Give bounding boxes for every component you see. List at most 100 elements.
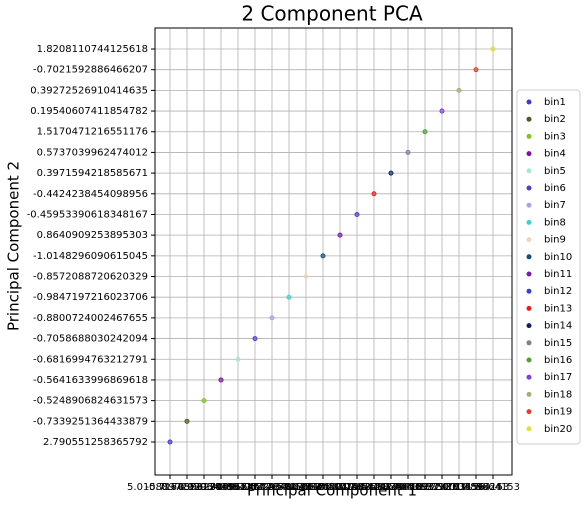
legend-marker bbox=[526, 391, 532, 397]
legend-label: bin3 bbox=[544, 131, 566, 142]
x-tick-label: 0.648731204962 bbox=[161, 482, 247, 493]
plot-frame bbox=[154, 27, 513, 476]
legend-marker bbox=[526, 151, 532, 157]
legend-marker bbox=[526, 374, 532, 380]
legend-marker bbox=[526, 219, 532, 225]
legend-marker bbox=[526, 288, 532, 294]
legend-marker bbox=[526, 340, 532, 346]
x-tick-label: -0.71783982715 bbox=[145, 482, 228, 493]
x-tick-label: -0.61034487298 bbox=[281, 482, 364, 493]
x-tick-label: 1.035564153 bbox=[443, 482, 510, 493]
legend-marker bbox=[526, 202, 532, 208]
legend-marker bbox=[526, 133, 532, 139]
y-tick-label: -0.6816994763212791 bbox=[33, 354, 148, 365]
y-tick-label: -0.45953390618348167 bbox=[27, 209, 148, 220]
y-tick-label: -0.5641633996869618 bbox=[33, 375, 148, 386]
legend-marker bbox=[526, 168, 532, 174]
legend-label: bin7 bbox=[544, 200, 566, 211]
point bbox=[167, 439, 173, 445]
y-tick-label: 0.3971594218585671 bbox=[37, 168, 148, 179]
x-tick-label: 0.025987617633 bbox=[348, 482, 434, 493]
legend-label: bin18 bbox=[544, 389, 572, 400]
x-tick-label: -0.30198541027 bbox=[315, 482, 398, 493]
legend-marker bbox=[526, 254, 532, 260]
legend-marker bbox=[526, 185, 532, 191]
x-tick-label: 0.394182750019 bbox=[382, 482, 468, 493]
x-tick-label: -0.77340019375 bbox=[247, 482, 330, 493]
point bbox=[456, 87, 462, 93]
y-tick-label: -0.5248906824631573 bbox=[33, 396, 148, 407]
y-tick-label: 1.8208110744125618 bbox=[37, 44, 148, 55]
x-tick-label: 0.129340857714 bbox=[178, 482, 264, 493]
legend-marker bbox=[526, 357, 532, 363]
legend-label: bin1 bbox=[544, 97, 566, 108]
point bbox=[388, 170, 394, 176]
x-tick-label: -0.57136814524 bbox=[264, 482, 347, 493]
y-tick-label: 1.5170471216551176 bbox=[37, 127, 148, 138]
y-tick-label: -0.4424238454098956 bbox=[33, 189, 148, 200]
legend-label: bin13 bbox=[544, 303, 572, 314]
y-tick-label: 0.19540607411854782 bbox=[30, 106, 148, 117]
point bbox=[354, 211, 360, 217]
point bbox=[422, 129, 428, 135]
legend-label: bin11 bbox=[544, 269, 572, 280]
legend-label: bin9 bbox=[544, 235, 566, 246]
x-tick-label: -0.46193026511 bbox=[298, 482, 381, 493]
legend-label: bin20 bbox=[544, 424, 572, 435]
point bbox=[337, 232, 343, 238]
point bbox=[252, 336, 258, 342]
x-tick-label: 0.589124783156 bbox=[399, 482, 485, 493]
legend-marker bbox=[526, 323, 532, 329]
y-axis-label: Principal Component 2 bbox=[5, 161, 23, 331]
point bbox=[473, 67, 479, 73]
y-tick-label: -0.7021592886466207 bbox=[33, 65, 148, 76]
point bbox=[269, 315, 275, 321]
legend-label: bin12 bbox=[544, 286, 572, 297]
x-tick-label: 5.015889729396 bbox=[127, 482, 213, 493]
point bbox=[303, 274, 309, 280]
legend-label: bin17 bbox=[544, 372, 572, 383]
chart-title: 2 Component PCA bbox=[241, 2, 423, 26]
legend-marker bbox=[526, 116, 532, 122]
x-tick-label: -0.15437823341 bbox=[332, 482, 415, 493]
legend-label: bin19 bbox=[544, 407, 572, 418]
y-tick-label: 0.8640909253895303 bbox=[37, 230, 148, 241]
y-tick-label: -0.9847197216023706 bbox=[33, 292, 148, 303]
point bbox=[439, 108, 445, 114]
y-tick-label: 0.5737039962474012 bbox=[37, 147, 148, 158]
x-tick-label: -1.00829574185 bbox=[230, 482, 313, 493]
y-tick-label: -0.7058688030242094 bbox=[33, 334, 148, 345]
legend-marker bbox=[526, 409, 532, 415]
x-tick-label: -0.86437726392 bbox=[213, 482, 296, 493]
legend-label: bin15 bbox=[544, 338, 572, 349]
legend-marker bbox=[526, 271, 532, 277]
x-axis-label: Principal Component 1 bbox=[247, 482, 417, 500]
legend-marker bbox=[526, 99, 532, 105]
x-tick-label: 0.771330489824 bbox=[416, 482, 502, 493]
y-tick-label: 2.790551258365792 bbox=[43, 437, 148, 448]
y-tick-label: -0.8800724002467655 bbox=[33, 313, 148, 324]
y-tick-label: 0.39272526910414635 bbox=[30, 85, 148, 96]
legend-box bbox=[516, 89, 581, 445]
legend-label: bin8 bbox=[544, 217, 566, 228]
legend-marker bbox=[526, 426, 532, 432]
legend-marker bbox=[526, 237, 532, 243]
plot-area bbox=[155, 28, 512, 475]
legend-label: bin5 bbox=[544, 166, 566, 177]
point bbox=[490, 46, 496, 52]
legend-label: bin14 bbox=[544, 321, 572, 332]
point bbox=[320, 253, 326, 259]
legend-label: bin16 bbox=[544, 355, 572, 366]
legend-label: bin6 bbox=[544, 183, 566, 194]
legend-label: bin10 bbox=[544, 252, 572, 263]
point bbox=[286, 294, 292, 300]
y-tick-label: -0.8572088720620329 bbox=[33, 272, 148, 283]
y-tick-label: -1.0148296090615045 bbox=[33, 251, 148, 262]
y-tick-label: -0.7339251364433879 bbox=[33, 416, 148, 427]
point bbox=[201, 398, 207, 404]
legend-label: bin2 bbox=[544, 114, 566, 125]
legend-label: bin4 bbox=[544, 149, 566, 160]
point bbox=[371, 191, 377, 197]
x-tick-label: -0.39081545176 bbox=[196, 482, 279, 493]
